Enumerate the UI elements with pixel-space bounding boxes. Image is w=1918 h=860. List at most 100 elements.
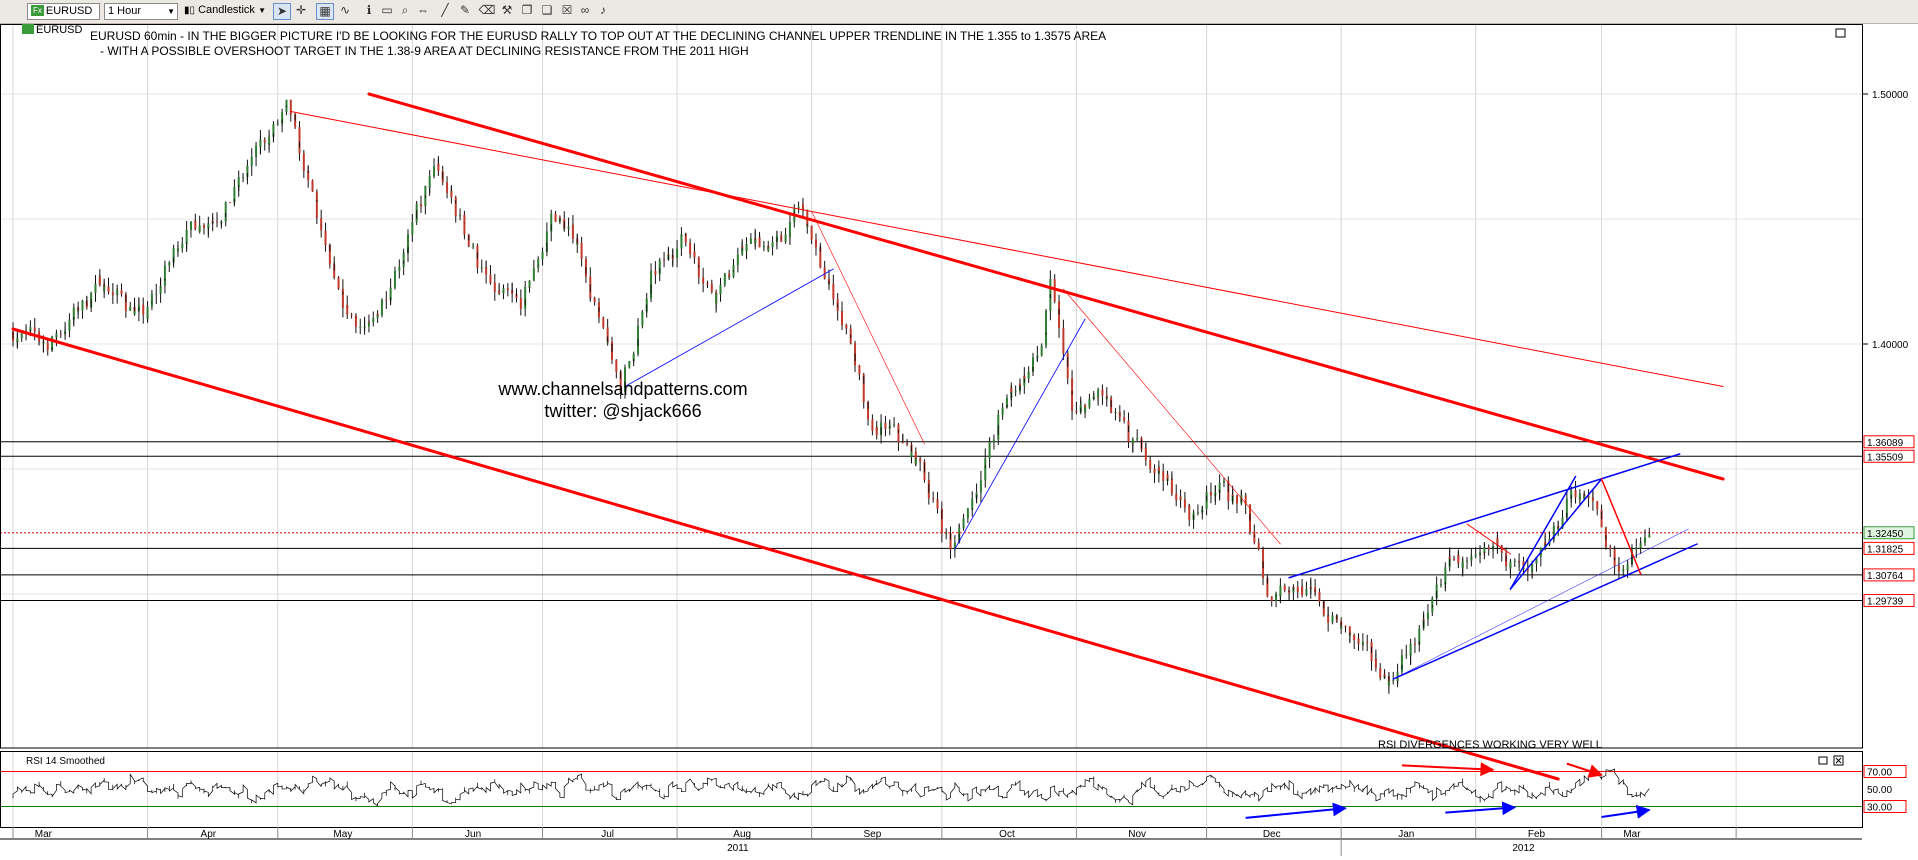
zoom-box-icon[interactable]: ▭ xyxy=(381,3,393,17)
candle-body xyxy=(255,145,258,156)
candle-body xyxy=(854,361,857,366)
candle-body xyxy=(1110,407,1113,413)
candle-body xyxy=(367,321,370,327)
zoom-icon[interactable]: ⌕ xyxy=(401,3,409,17)
cursor-icon[interactable]: ➤ xyxy=(273,3,291,20)
candle-body xyxy=(1578,493,1581,500)
interval-select[interactable]: 1 Hour ▼ xyxy=(104,3,178,20)
candle-body xyxy=(511,292,514,294)
link-icon[interactable]: ∞ xyxy=(580,3,590,17)
crosshair-icon[interactable]: ✛ xyxy=(295,3,307,17)
candle-body xyxy=(1635,548,1638,550)
candle-body xyxy=(1092,395,1095,398)
trendline-icon[interactable]: ╱ xyxy=(441,3,449,17)
candle-body xyxy=(597,311,600,318)
alert-bell-icon[interactable]: ♪ xyxy=(600,3,606,17)
candle-body xyxy=(385,299,388,301)
candle-body xyxy=(845,324,848,329)
candle-body xyxy=(1340,626,1343,629)
month-label: Jul xyxy=(601,829,614,840)
symbol-input[interactable]: Fx EURUSD xyxy=(27,3,100,20)
eraser-icon[interactable]: ⌫ xyxy=(478,3,496,17)
candle-body xyxy=(1244,495,1247,505)
candle-body xyxy=(1552,525,1555,538)
candle-body xyxy=(958,527,961,534)
candle-body xyxy=(1370,653,1373,661)
candle-body xyxy=(1027,371,1030,379)
candle-body xyxy=(841,311,844,325)
candle-body xyxy=(480,267,483,269)
indicator-icon[interactable]: ∿ xyxy=(339,3,351,17)
tools-icon[interactable]: ⚒ xyxy=(501,3,513,17)
rsi-pane-frame xyxy=(0,751,1863,828)
candle-body xyxy=(176,248,179,252)
trendline-rising-channel-lower xyxy=(1392,543,1698,680)
candle-body xyxy=(862,383,865,402)
candle-body xyxy=(1075,410,1078,413)
rsi-line xyxy=(12,768,1650,807)
candle-body xyxy=(1084,407,1087,413)
info-icon[interactable]: ℹ xyxy=(366,3,372,17)
candle-body xyxy=(550,213,553,225)
restore-pane-icon[interactable] xyxy=(1818,756,1828,765)
candle-body xyxy=(1266,583,1269,597)
twitter-handle: twitter: @shjack666 xyxy=(544,401,701,421)
candle-body xyxy=(202,225,205,228)
candle-body xyxy=(597,302,600,312)
candle-body xyxy=(1214,492,1217,494)
month-label: Dec xyxy=(1263,829,1281,840)
axes: Mar Apr May Jun Jul Aug Sep Oct Nov Dec Jan Feb Mar 2… xyxy=(0,24,1909,856)
grid-lines xyxy=(0,24,1862,827)
candle-body xyxy=(1218,482,1221,490)
candle-body xyxy=(420,204,423,207)
candle-body xyxy=(1023,376,1026,379)
candle-body xyxy=(276,123,279,125)
website-watermark: www.channelsandpatterns.com xyxy=(497,379,747,399)
candle-body xyxy=(1405,654,1408,656)
candle-body xyxy=(1483,547,1486,553)
candle-body xyxy=(1604,539,1607,548)
candle-body xyxy=(372,317,375,323)
candle-body xyxy=(12,338,15,342)
rsi-title[interactable]: RSI 14 Smoothed xyxy=(26,756,105,767)
forex-badge-icon xyxy=(22,24,34,34)
candle-body xyxy=(315,201,318,218)
candle-body xyxy=(1518,561,1521,563)
ratio-icon[interactable]: ⇔ xyxy=(417,3,429,17)
candle-body xyxy=(1071,378,1074,395)
candle-body xyxy=(16,338,19,342)
candle-body xyxy=(1648,534,1651,538)
chart-symbol-label[interactable]: EURUSD xyxy=(36,24,83,36)
candle-body xyxy=(927,492,930,499)
candle-body xyxy=(1453,558,1456,560)
candle-body xyxy=(1435,584,1438,591)
candle-body xyxy=(1131,439,1134,444)
chart-style-select[interactable]: ▮▯ Candlestick ▼ xyxy=(184,4,266,16)
close-pane-icon[interactable] xyxy=(1833,755,1844,766)
candle-body xyxy=(320,217,323,226)
paste-icon[interactable]: ❏ xyxy=(541,3,553,17)
candle-body xyxy=(1431,597,1434,606)
candle-body xyxy=(1496,537,1499,546)
candle-body xyxy=(1470,557,1473,561)
copy-icon[interactable]: ❐ xyxy=(521,3,533,17)
rsi-tick-label: 30.00 xyxy=(1867,803,1892,814)
candle-body xyxy=(901,441,904,444)
candle-body xyxy=(1357,638,1360,644)
candle-body xyxy=(1591,497,1594,502)
candle-body xyxy=(463,224,466,235)
candle-body xyxy=(832,283,835,300)
month-label: Oct xyxy=(999,829,1015,840)
candle-body xyxy=(1596,501,1599,510)
candle-body xyxy=(120,290,123,295)
delete-icon[interactable]: ☒ xyxy=(561,3,573,17)
candle-body xyxy=(328,251,331,265)
pencil-icon[interactable]: ✎ xyxy=(459,3,471,17)
candle-body xyxy=(1305,589,1308,596)
candle-body xyxy=(341,288,344,295)
candle-body xyxy=(211,221,214,223)
maximize-pane-icon[interactable] xyxy=(1835,28,1846,38)
candle-body xyxy=(224,213,227,222)
candle-body xyxy=(1031,357,1034,367)
grid-icon[interactable]: ▦ xyxy=(316,3,334,20)
